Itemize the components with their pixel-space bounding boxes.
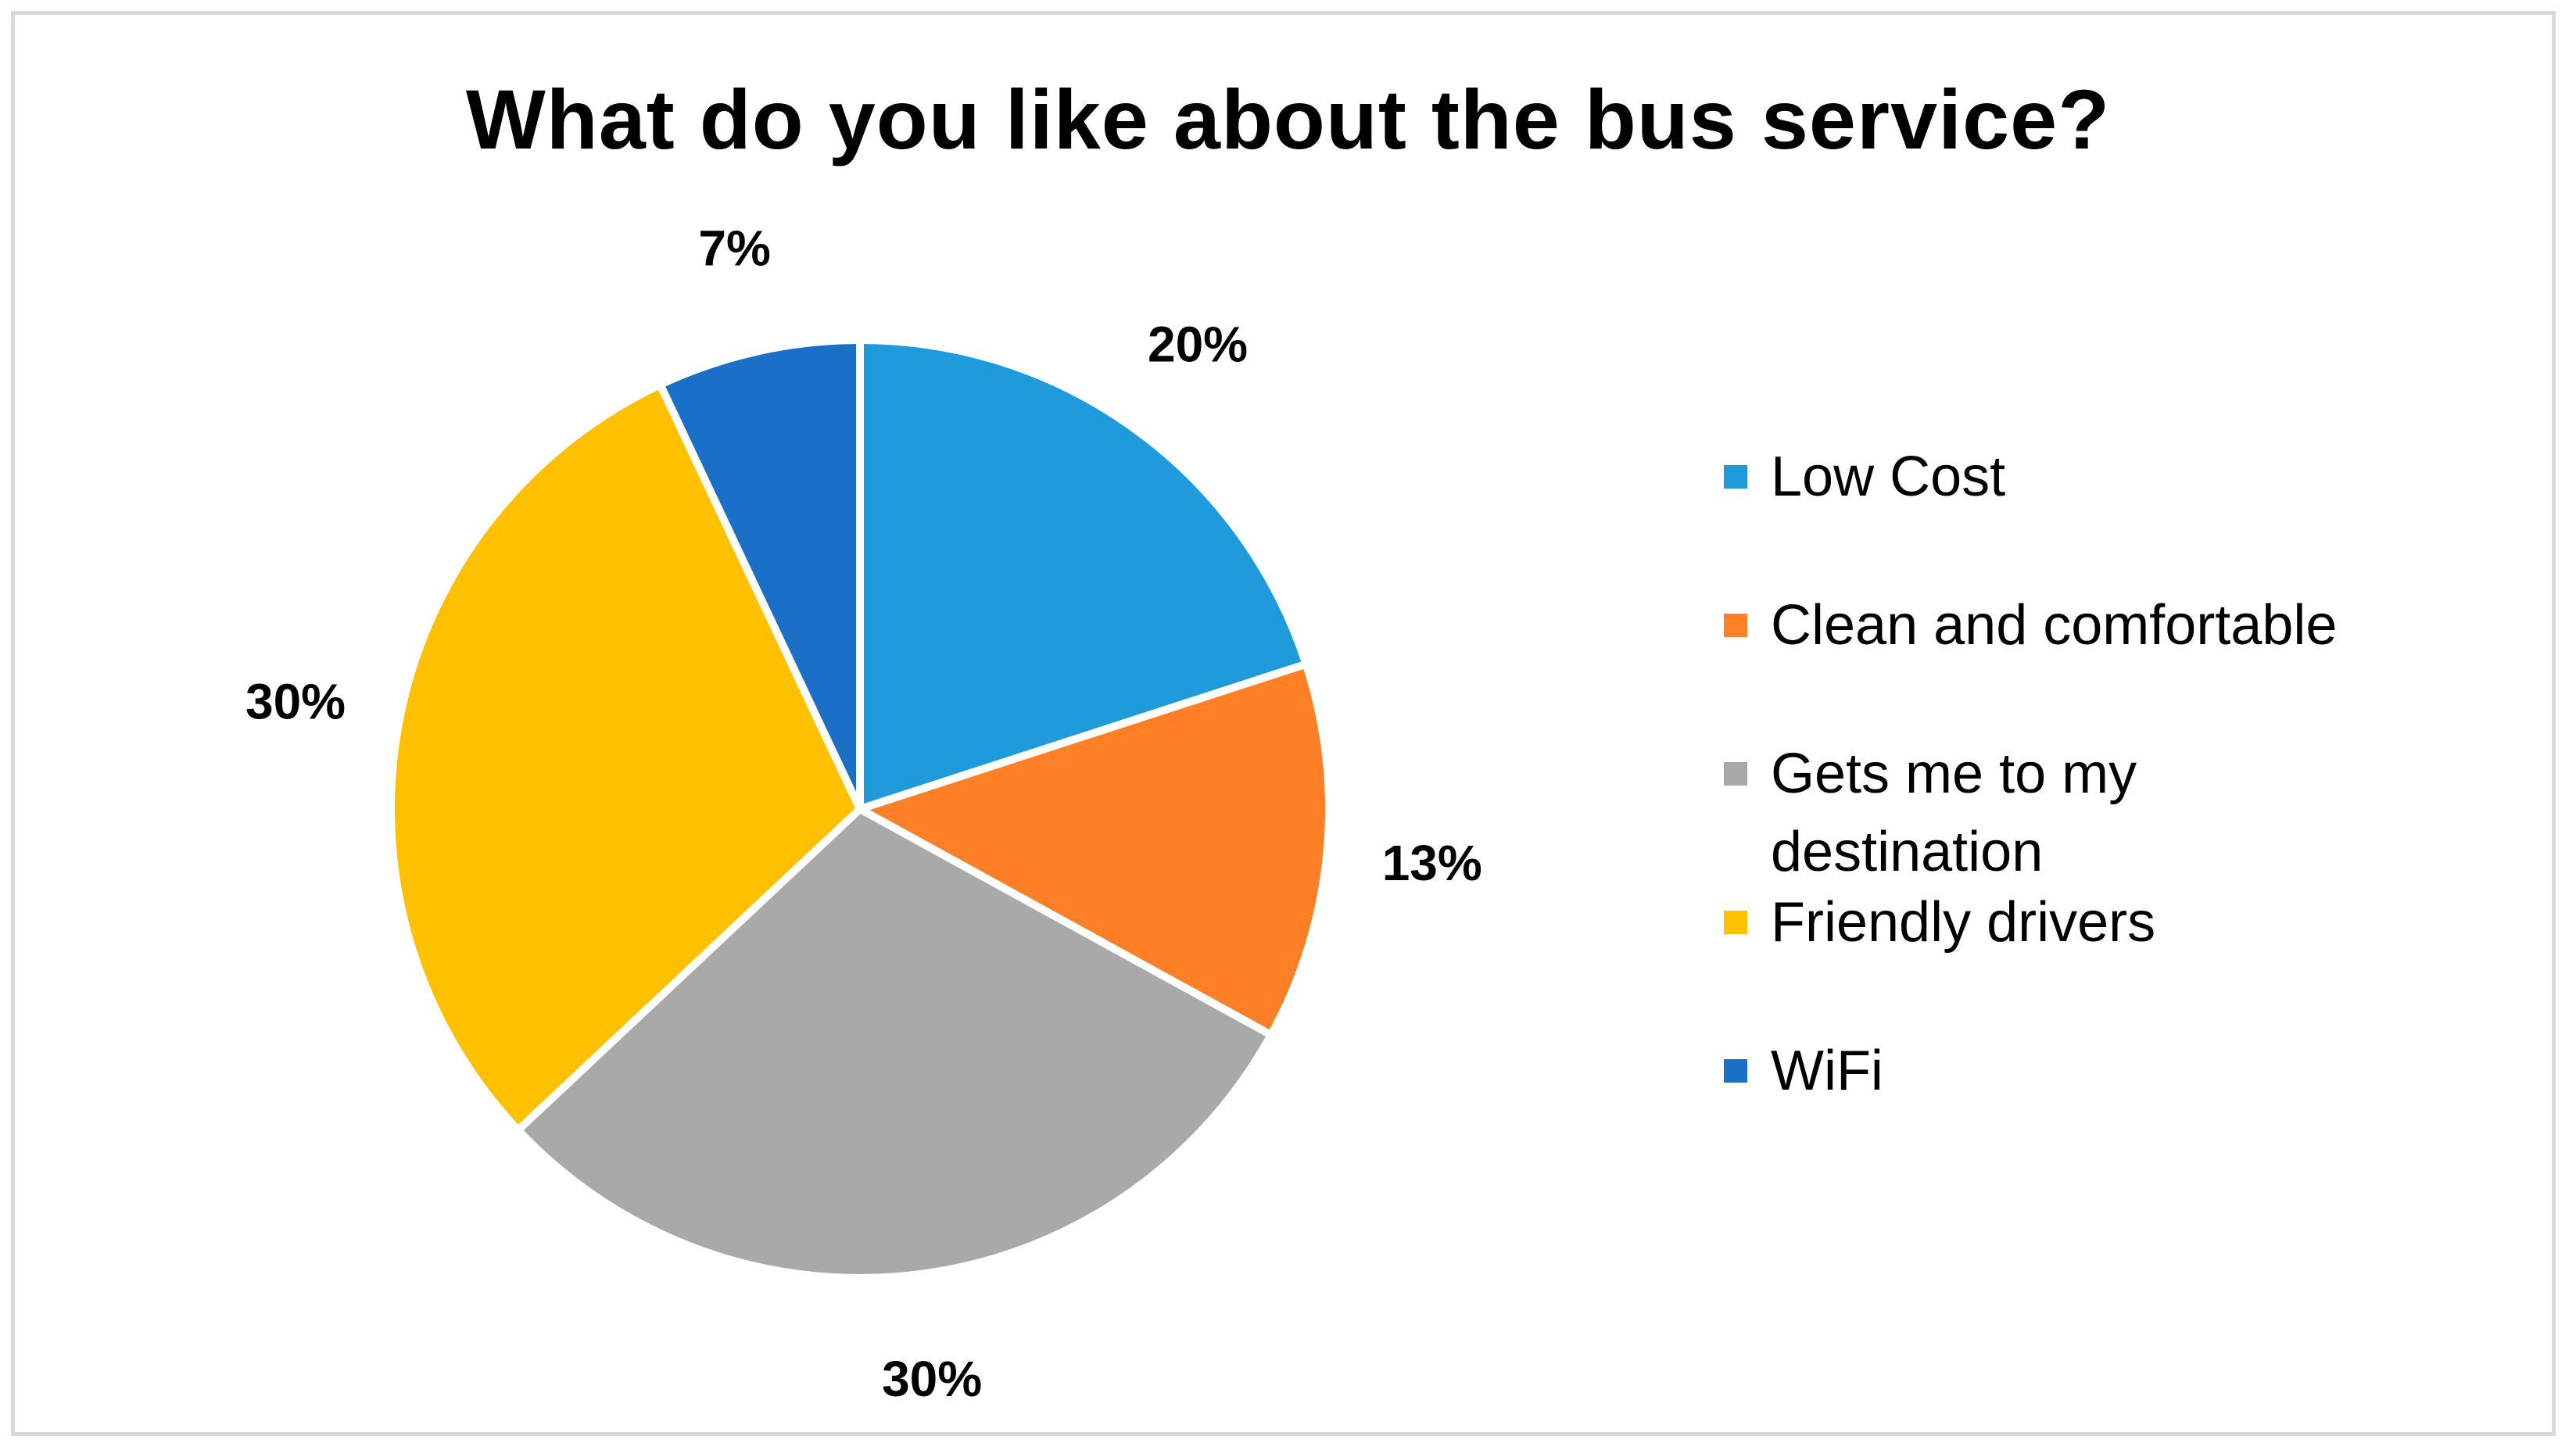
legend-swatch	[1724, 762, 1747, 786]
legend-swatch	[1724, 911, 1747, 934]
pie-slice-clean-and-comfortable	[856, 660, 1333, 1040]
data-label-friendly-drivers: 30%	[245, 673, 346, 729]
legend-swatch	[1724, 465, 1747, 489]
chart-title: What do you like about the bus service?	[465, 72, 2111, 166]
legend-swatch	[1724, 1059, 1747, 1083]
pie-slices	[387, 336, 1333, 1282]
legend-label: WiFi	[1771, 1040, 1883, 1102]
pie-slice-low-cost	[856, 336, 1310, 813]
legend-swatch	[1724, 614, 1747, 637]
legend-label: Friendly drivers	[1771, 891, 2156, 954]
legend-label: Clean and comfortable	[1771, 594, 2338, 657]
pie-data-labels: 20% 13% 30% 30% 7%	[245, 220, 1482, 1408]
data-label-clean-and-comfortable: 13%	[1382, 835, 1482, 891]
legend-label: Low Cost	[1771, 446, 2006, 508]
data-label-gets-me-to-my-destination: 30%	[882, 1351, 982, 1407]
pie-slice-friendly-drivers	[387, 381, 864, 1134]
data-label-low-cost: 20%	[1148, 316, 1248, 372]
pie-slice-wifi	[656, 336, 864, 813]
legend-label: Gets me to my destination	[1771, 743, 2137, 883]
pie-slice-gets-me-to-my-destination	[514, 805, 1275, 1282]
data-label-wifi: 7%	[698, 220, 771, 277]
